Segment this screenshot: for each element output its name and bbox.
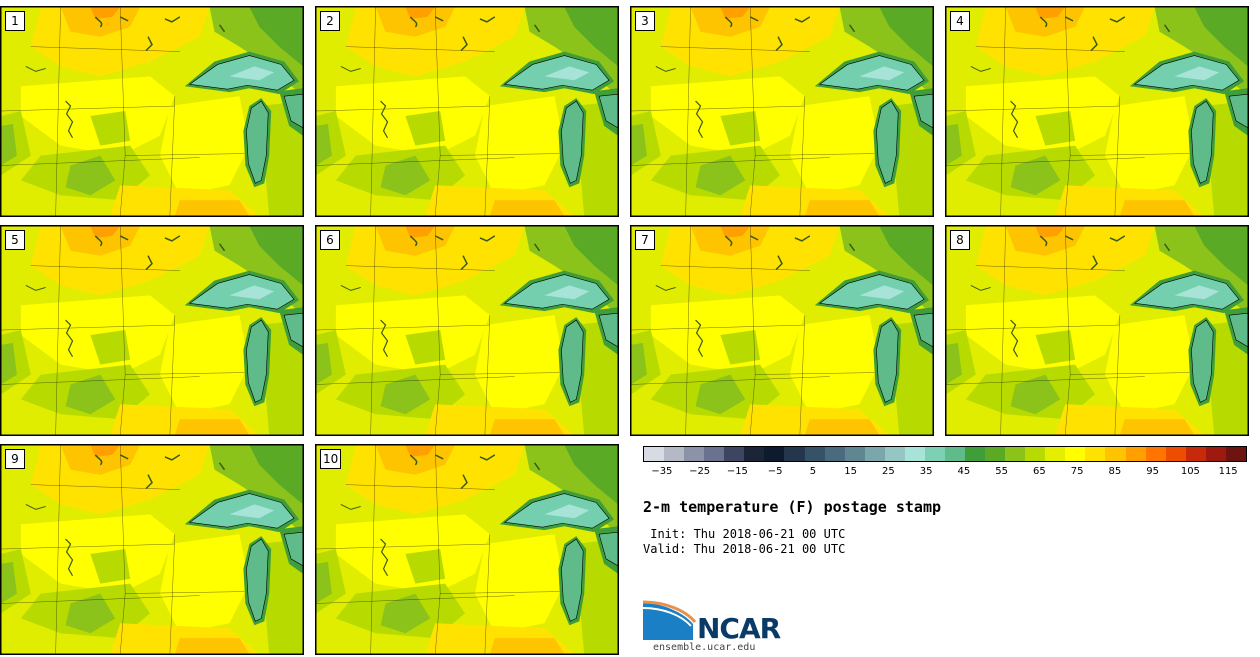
colorbar-swatch: [1125, 447, 1146, 461]
colorbar-swatch: [744, 447, 765, 461]
colorbar-swatch: [1185, 447, 1206, 461]
colorbar-swatch: [1205, 447, 1226, 461]
colorbar-tick-label: −25: [689, 466, 711, 477]
colorbar-ticks: −35 −25 −15 −5 5 15 25 35 45 55 65 75 85 95 105 115: [643, 466, 1247, 480]
ncar-logo-icon: [643, 600, 697, 640]
colorbar-swatch: [1085, 447, 1106, 461]
valid-time: Valid: Thu 2018-06-21 00 UTC: [643, 542, 846, 556]
member-number-label: 10: [320, 449, 342, 469]
colorbar-tick-label: 45: [957, 466, 971, 477]
member-number-label: 8: [950, 230, 970, 250]
ensemble-member-map: 9: [0, 444, 304, 655]
colorbar-swatch: [1225, 447, 1246, 461]
colorbar-tick-label: 25: [882, 466, 895, 477]
member-number-label: 5: [5, 230, 25, 250]
colorbar-tick-label: −5: [767, 466, 783, 477]
colorbar-tick-label: 85: [1108, 466, 1122, 477]
figure-title: 2-m temperature (F) postage stamp: [643, 498, 942, 516]
member-number-label: 4: [950, 11, 970, 31]
member-number-label: 7: [635, 230, 655, 250]
ensemble-member-map: 2: [315, 6, 619, 217]
colorbar-swatch: [824, 447, 845, 461]
colorbar-swatch: [644, 447, 665, 461]
colorbar-swatch: [664, 447, 685, 461]
ensemble-member-map: 8: [945, 225, 1249, 436]
colorbar-tick-label: 55: [995, 466, 1008, 477]
logo-url: ensemble.ucar.edu: [653, 642, 756, 653]
colorbar-swatch: [1005, 447, 1026, 461]
colorbar-swatch: [684, 447, 705, 461]
colorbar-tick-label: 5: [809, 466, 817, 477]
member-number-label: 6: [320, 230, 340, 250]
colorbar-swatch: [1065, 447, 1086, 461]
colorbar-tick-label: −35: [651, 466, 673, 477]
ensemble-member-map: 4: [945, 6, 1249, 217]
ensemble-member-map: 7: [630, 225, 934, 436]
colorbar-tick-label: 115: [1218, 466, 1238, 477]
colorbar-swatch: [764, 447, 785, 461]
member-number-label: 2: [320, 11, 340, 31]
colorbar-swatch: [985, 447, 1006, 461]
colorbar-swatch: [1045, 447, 1066, 461]
colorbar-tick-label: 35: [919, 466, 933, 477]
member-number-label: 1: [5, 11, 25, 31]
member-number-label: 3: [635, 11, 655, 31]
colorbar-swatch: [784, 447, 805, 461]
colorbar-swatch: [884, 447, 905, 461]
logo-wordmark: NCAR: [697, 612, 781, 645]
colorbar-swatch: [965, 447, 986, 461]
colorbar-swatch: [704, 447, 725, 461]
colorbar: [643, 446, 1247, 462]
colorbar-tick-label: 15: [844, 466, 857, 477]
colorbar-swatch: [1165, 447, 1186, 461]
colorbar-swatch: [924, 447, 945, 461]
ensemble-member-map: 6: [315, 225, 619, 436]
colorbar-tick-label: 95: [1146, 466, 1159, 477]
colorbar-swatch: [1145, 447, 1166, 461]
colorbar-swatch: [944, 447, 965, 461]
colorbar-swatch: [804, 447, 825, 461]
colorbar-swatch: [1025, 447, 1046, 461]
colorbar-tick-label: −15: [726, 466, 748, 477]
ensemble-member-map: 5: [0, 225, 304, 436]
ensemble-member-map: 10: [315, 444, 619, 655]
colorbar-tick-label: 105: [1180, 466, 1200, 477]
colorbar-swatch: [844, 447, 865, 461]
colorbar-swatch: [1105, 447, 1126, 461]
init-time: Init: Thu 2018-06-21 00 UTC: [643, 527, 846, 541]
colorbar-tick-label: 75: [1070, 466, 1084, 477]
ensemble-member-map: 1: [0, 6, 304, 217]
member-number-label: 9: [5, 449, 25, 469]
ensemble-member-map: 3: [630, 6, 934, 217]
colorbar-tick-label: 65: [1033, 466, 1046, 477]
colorbar-swatch: [904, 447, 925, 461]
colorbar-swatch: [864, 447, 885, 461]
colorbar-swatch: [724, 447, 745, 461]
